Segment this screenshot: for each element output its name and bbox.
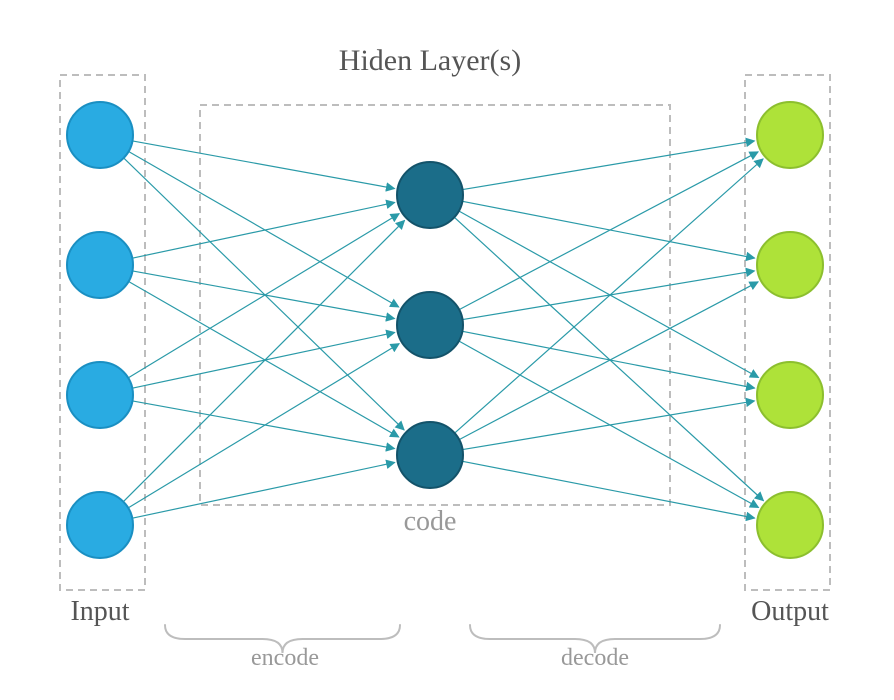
decode-edge — [459, 211, 759, 377]
output-node-3 — [757, 492, 823, 558]
decode-edge — [463, 271, 755, 320]
input-node-3 — [67, 492, 133, 558]
decode-edge — [459, 282, 758, 440]
encode-edge — [124, 158, 404, 430]
output-node-0 — [757, 102, 823, 168]
encode-label: encode — [251, 645, 319, 671]
decode-edge — [462, 461, 754, 518]
output-node-2 — [757, 362, 823, 428]
output-node-1 — [757, 232, 823, 298]
encode-edge — [132, 401, 394, 449]
input-node-0 — [67, 102, 133, 168]
input-label: Input — [70, 596, 129, 627]
encode-edge — [132, 462, 395, 518]
decode-edge — [463, 141, 755, 190]
encode-edge — [123, 220, 404, 501]
decode-edge — [459, 341, 759, 507]
hidden-node-1 — [397, 292, 463, 358]
encode-edge — [129, 151, 399, 307]
encode-edge — [128, 344, 399, 508]
encode-edge — [132, 202, 395, 258]
hidden-node-0 — [397, 162, 463, 228]
decode-edge — [459, 152, 758, 310]
decode-edge — [455, 159, 763, 433]
decode-edge — [454, 217, 763, 500]
encode-edge — [132, 271, 394, 319]
encode-edge — [132, 332, 395, 388]
output-label: Output — [751, 596, 829, 627]
decode-edge — [463, 401, 755, 450]
encode-edge — [132, 141, 394, 189]
hidden-node-2 — [397, 422, 463, 488]
title-label: Hiden Layer(s) — [339, 44, 521, 77]
encode-edge — [129, 281, 399, 437]
encode-edge — [128, 214, 399, 378]
input-node-1 — [67, 232, 133, 298]
network-svg: Hiden Layer(s) code Input Output encode decod… — [0, 0, 894, 700]
decode-edge — [462, 331, 754, 388]
decode-label: decode — [561, 645, 629, 671]
diagram-canvas: Hiden Layer(s) code Input Output encode decod… — [0, 0, 894, 700]
decode-edge — [462, 201, 754, 258]
input-node-2 — [67, 362, 133, 428]
code-label: code — [404, 506, 457, 537]
